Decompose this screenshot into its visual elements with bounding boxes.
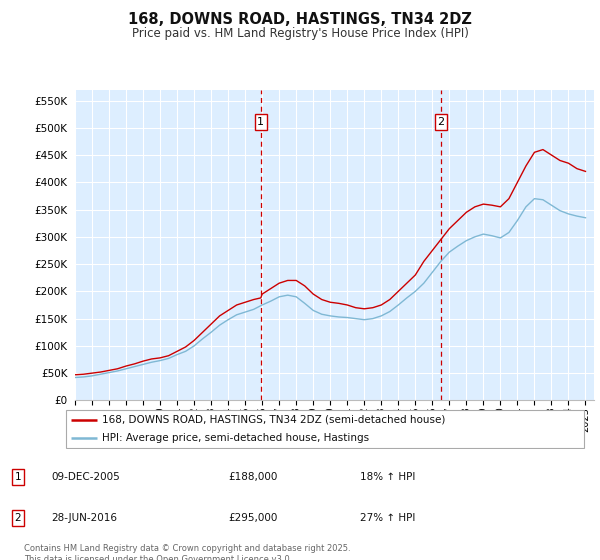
Text: HPI: Average price, semi-detached house, Hastings: HPI: Average price, semi-detached house,… [103,433,370,443]
Text: 2: 2 [14,513,22,523]
Text: 27% ↑ HPI: 27% ↑ HPI [360,513,415,523]
Text: 1: 1 [14,472,22,482]
Text: £295,000: £295,000 [228,513,277,523]
Text: 2: 2 [437,117,445,127]
Text: 09-DEC-2005: 09-DEC-2005 [51,472,120,482]
Text: 168, DOWNS ROAD, HASTINGS, TN34 2DZ (semi-detached house): 168, DOWNS ROAD, HASTINGS, TN34 2DZ (sem… [103,415,446,424]
Text: Contains HM Land Registry data © Crown copyright and database right 2025.
This d: Contains HM Land Registry data © Crown c… [24,544,350,560]
Text: Price paid vs. HM Land Registry's House Price Index (HPI): Price paid vs. HM Land Registry's House … [131,27,469,40]
Text: £188,000: £188,000 [228,472,277,482]
Text: 1: 1 [257,117,265,127]
Text: 28-JUN-2016: 28-JUN-2016 [51,513,117,523]
Text: 18% ↑ HPI: 18% ↑ HPI [360,472,415,482]
Text: 168, DOWNS ROAD, HASTINGS, TN34 2DZ: 168, DOWNS ROAD, HASTINGS, TN34 2DZ [128,12,472,27]
FancyBboxPatch shape [65,410,584,447]
